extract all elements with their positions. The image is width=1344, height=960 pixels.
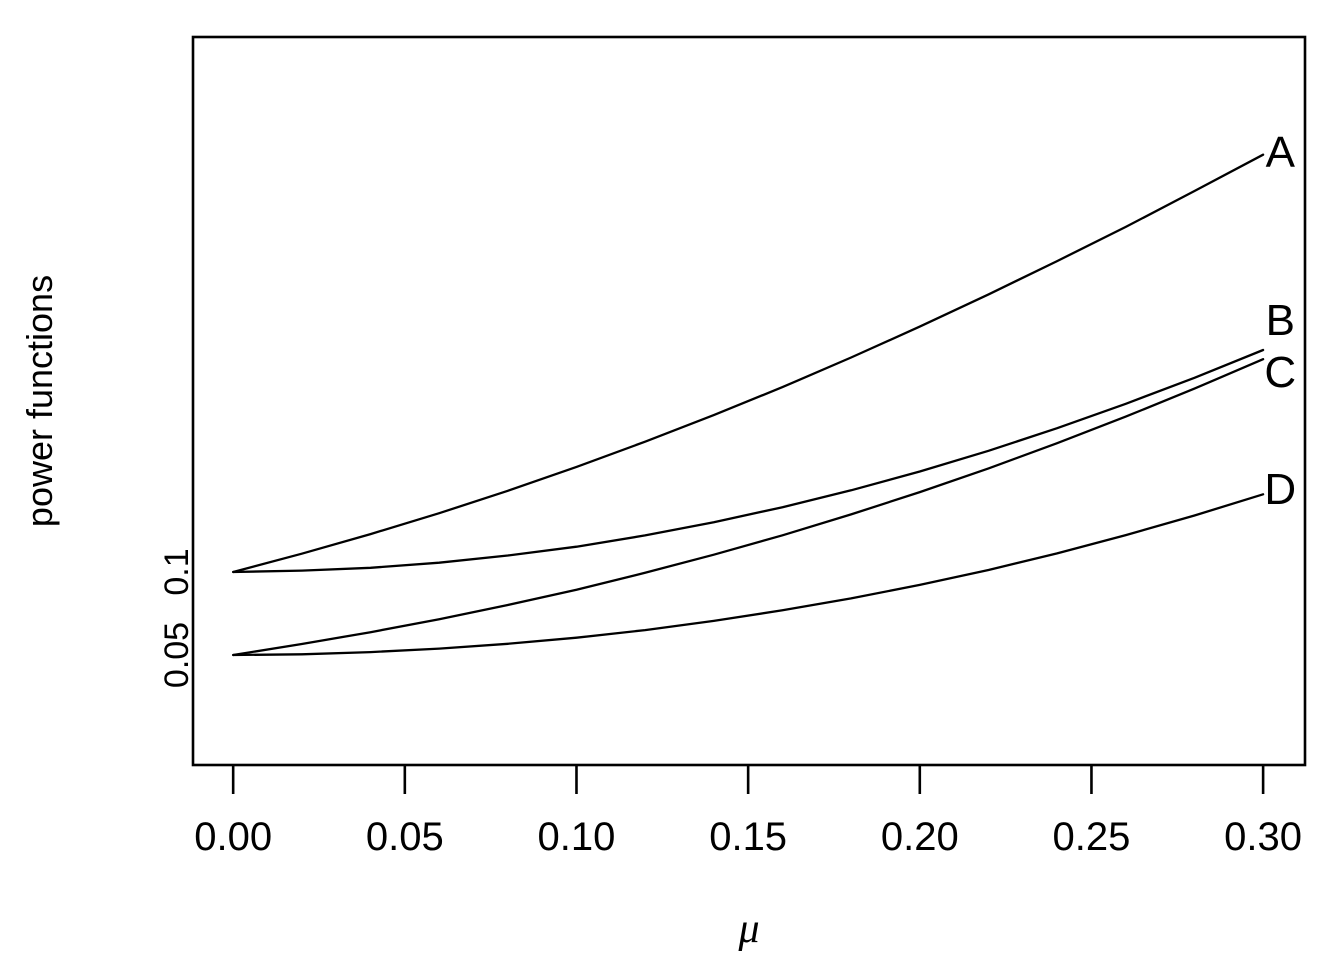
y-tick-label: 0.05 xyxy=(158,622,196,688)
curve-label-c: C xyxy=(1264,348,1296,397)
x-tick-label: 0.15 xyxy=(709,815,787,859)
curve-label-b: B xyxy=(1266,296,1295,345)
x-tick-label: 0.25 xyxy=(1053,815,1131,859)
series-curve-b xyxy=(232,348,1265,574)
series-curve-d xyxy=(232,493,1265,657)
curve-label-a: A xyxy=(1266,128,1296,177)
series-curve-c xyxy=(232,358,1265,657)
x-tick-label: 0.10 xyxy=(538,815,616,859)
x-tick-label: 0.20 xyxy=(881,815,959,859)
x-axis-title: μ xyxy=(738,906,760,952)
series-curve-a xyxy=(232,153,1265,574)
curve-label-d: D xyxy=(1264,465,1296,514)
x-tick-label: 0.30 xyxy=(1224,815,1302,859)
x-tick-label: 0.00 xyxy=(194,815,272,859)
y-tick-label: 0.1 xyxy=(158,548,196,595)
x-tick-label: 0.05 xyxy=(366,815,444,859)
y-axis-title: power functions xyxy=(19,274,60,528)
